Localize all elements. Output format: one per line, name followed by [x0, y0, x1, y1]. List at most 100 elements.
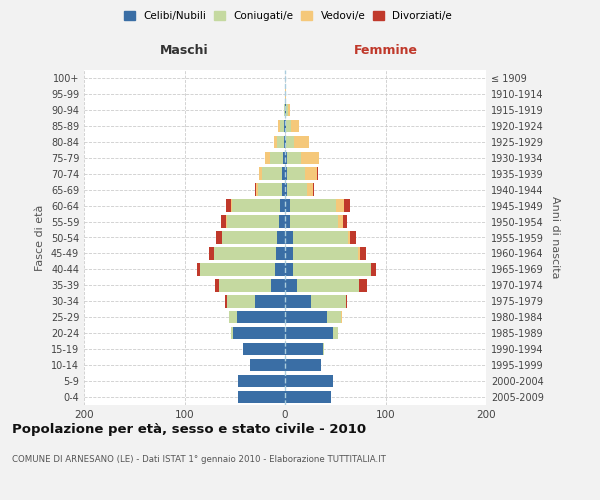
Bar	[285, 263, 293, 276]
Bar	[286, 136, 294, 148]
Bar	[285, 279, 297, 291]
Bar	[209, 247, 214, 260]
Bar	[338, 216, 343, 228]
Bar	[285, 343, 323, 355]
Bar	[361, 247, 367, 260]
Bar	[350, 232, 356, 243]
Bar	[238, 375, 285, 388]
Bar	[276, 247, 285, 260]
Bar	[265, 152, 270, 164]
Bar	[285, 391, 331, 403]
Bar	[290, 216, 338, 228]
Bar	[285, 295, 311, 308]
Bar	[285, 104, 286, 116]
Bar	[280, 120, 284, 132]
Bar	[293, 247, 358, 260]
Bar	[229, 311, 237, 324]
Y-axis label: Anni di nascita: Anni di nascita	[550, 196, 560, 279]
Bar	[288, 104, 290, 116]
Bar	[285, 375, 333, 388]
Bar	[349, 232, 350, 243]
Y-axis label: Fasce di età: Fasce di età	[35, 204, 45, 270]
Bar	[232, 200, 280, 212]
Bar	[200, 263, 275, 276]
Bar	[287, 168, 305, 180]
Legend: Celibi/Nubili, Coniugati/e, Vedovi/e, Divorziati/e: Celibi/Nubili, Coniugati/e, Vedovi/e, Di…	[121, 8, 455, 24]
Bar	[343, 216, 347, 228]
Bar	[285, 120, 286, 132]
Bar	[259, 168, 262, 180]
Bar	[221, 232, 277, 243]
Bar	[237, 311, 285, 324]
Bar	[285, 152, 287, 164]
Bar	[285, 359, 321, 372]
Bar	[287, 152, 301, 164]
Bar	[215, 232, 221, 243]
Bar	[311, 295, 346, 308]
Text: Maschi: Maschi	[160, 44, 209, 57]
Bar	[262, 168, 282, 180]
Bar	[301, 152, 319, 164]
Bar	[270, 152, 283, 164]
Bar	[285, 247, 293, 260]
Bar	[231, 327, 233, 340]
Bar	[285, 311, 327, 324]
Bar	[233, 327, 285, 340]
Bar	[344, 200, 350, 212]
Bar	[226, 216, 227, 228]
Bar	[197, 263, 200, 276]
Bar	[359, 279, 367, 291]
Bar	[255, 184, 256, 196]
Bar	[284, 104, 285, 116]
Bar	[327, 311, 341, 324]
Bar	[287, 184, 307, 196]
Bar	[275, 263, 285, 276]
Bar	[227, 216, 279, 228]
Bar	[290, 200, 336, 212]
Bar	[238, 391, 285, 403]
Bar	[271, 279, 285, 291]
Bar	[285, 232, 293, 243]
Bar	[285, 327, 333, 340]
Bar	[255, 295, 285, 308]
Bar	[286, 104, 288, 116]
Bar	[284, 136, 285, 148]
Bar	[346, 295, 347, 308]
Bar	[285, 200, 290, 212]
Bar	[226, 200, 231, 212]
Bar	[278, 120, 280, 132]
Bar	[282, 184, 285, 196]
Bar	[358, 247, 361, 260]
Bar	[333, 327, 338, 340]
Bar	[277, 136, 284, 148]
Bar	[231, 200, 232, 212]
Bar	[293, 263, 371, 276]
Bar	[221, 216, 226, 228]
Bar	[285, 168, 287, 180]
Bar	[225, 295, 227, 308]
Text: COMUNE DI ARNESANO (LE) - Dati ISTAT 1° gennaio 2010 - Elaborazione TUTTITALIA.I: COMUNE DI ARNESANO (LE) - Dati ISTAT 1° …	[12, 455, 386, 464]
Bar	[258, 184, 282, 196]
Bar	[274, 136, 277, 148]
Bar	[277, 232, 285, 243]
Bar	[285, 88, 286, 100]
Bar	[218, 279, 271, 291]
Bar	[336, 200, 344, 212]
Text: Popolazione per età, sesso e stato civile - 2010: Popolazione per età, sesso e stato civil…	[12, 422, 366, 436]
Bar	[293, 232, 349, 243]
Bar	[243, 343, 285, 355]
Bar	[282, 168, 285, 180]
Bar	[323, 343, 324, 355]
Bar	[280, 200, 285, 212]
Bar	[227, 295, 255, 308]
Bar	[285, 184, 287, 196]
Bar	[291, 120, 299, 132]
Bar	[313, 184, 314, 196]
Bar	[341, 311, 342, 324]
Bar	[284, 120, 285, 132]
Bar	[214, 247, 276, 260]
Bar	[286, 120, 291, 132]
Bar	[297, 279, 359, 291]
Text: Femmine: Femmine	[353, 44, 418, 57]
Bar	[250, 359, 285, 372]
